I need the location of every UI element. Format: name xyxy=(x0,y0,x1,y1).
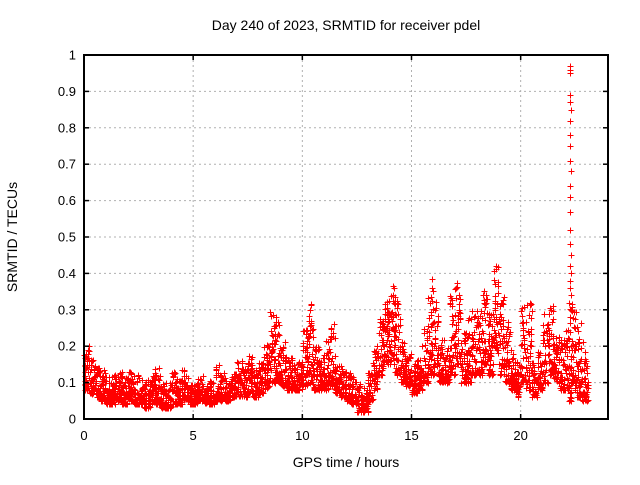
axis-tick-labels: 00.10.20.30.40.50.60.70.80.910 5 10 15 20 xyxy=(58,48,528,444)
x-tick-label: 20 xyxy=(513,428,527,443)
x-axis-label: GPS time / hours xyxy=(293,454,400,470)
y-tick-label: 0.3 xyxy=(58,302,76,317)
x-tick-label: 5 xyxy=(190,428,197,443)
data-points xyxy=(81,63,592,416)
y-tick-label: 0.2 xyxy=(58,339,76,354)
y-axis-label: SRMTID / TECUs xyxy=(4,182,20,292)
y-tick-label: 0.4 xyxy=(58,266,76,281)
x-tick-label: 10 xyxy=(295,428,309,443)
plot-border xyxy=(83,54,609,420)
x-tick-label: 0 xyxy=(80,428,87,443)
gridlines xyxy=(84,55,608,419)
chart-title: Day 240 of 2023, SRMTID for receiver pde… xyxy=(212,17,480,33)
y-tick-label: 0 xyxy=(69,412,76,427)
scatter-markers xyxy=(81,63,592,416)
y-tick-label: 0.1 xyxy=(58,375,76,390)
x-tick-label: 15 xyxy=(404,428,418,443)
y-tick-label: 0.5 xyxy=(58,230,76,245)
y-tick-label: 0.7 xyxy=(58,157,76,172)
y-tick-label: 1 xyxy=(69,48,76,63)
y-tick-label: 0.8 xyxy=(58,120,76,135)
y-tick-label: 0.6 xyxy=(58,193,76,208)
y-tick-label: 0.9 xyxy=(58,84,76,99)
